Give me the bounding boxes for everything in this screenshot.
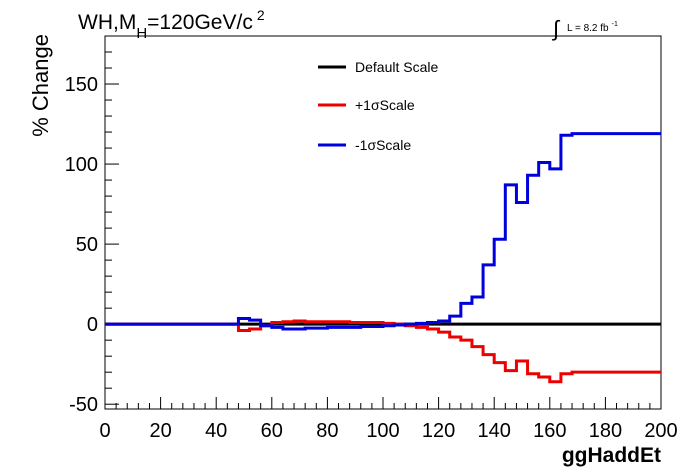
x-tick-label: 180 <box>589 420 622 442</box>
x-tick-label: 100 <box>366 420 399 442</box>
x-tick-label: 20 <box>149 420 171 442</box>
y-tick-label: 50 <box>76 234 98 256</box>
lumi-integral-symbol: ∫ <box>551 16 561 41</box>
legend-label-minus-1sigma: -1σScale <box>355 137 411 153</box>
y-tick-label: -50 <box>69 394 98 416</box>
chart-title: WH,MH=120GeV/c 2 <box>78 7 265 42</box>
lumi-label: L = 8.2 fb -1 <box>567 21 618 34</box>
series-layer <box>105 132 661 384</box>
x-axis-title: ggHaddEt <box>562 444 661 467</box>
legend-label-default-scale: Default Scale <box>355 59 438 75</box>
y-tick-label: 150 <box>65 74 98 96</box>
x-axis: 0 20 40 60 80 100 120 140 160 180 200 <box>99 397 678 442</box>
series-line-2 <box>105 132 661 331</box>
y-tick-label: 100 <box>65 154 98 176</box>
y-axis-title: % Change <box>28 34 53 137</box>
x-tick-label: 60 <box>261 420 283 442</box>
x-tick-label: 140 <box>478 420 511 442</box>
y-axis: -50 0 50 100 150 <box>65 35 119 416</box>
series-line-1 <box>105 319 661 384</box>
x-tick-label: 40 <box>205 420 227 442</box>
plot-frame <box>104 35 662 410</box>
x-tick-label: 160 <box>533 420 566 442</box>
x-tick-label: 120 <box>422 420 455 442</box>
legend: Default Scale +1σScale -1σScale <box>318 59 438 153</box>
y-tick-label: 0 <box>87 314 98 336</box>
x-tick-label: 80 <box>316 420 338 442</box>
x-tick-label: 200 <box>644 420 677 442</box>
legend-label-plus-1sigma: +1σScale <box>355 97 415 113</box>
x-tick-label: 0 <box>99 420 110 442</box>
